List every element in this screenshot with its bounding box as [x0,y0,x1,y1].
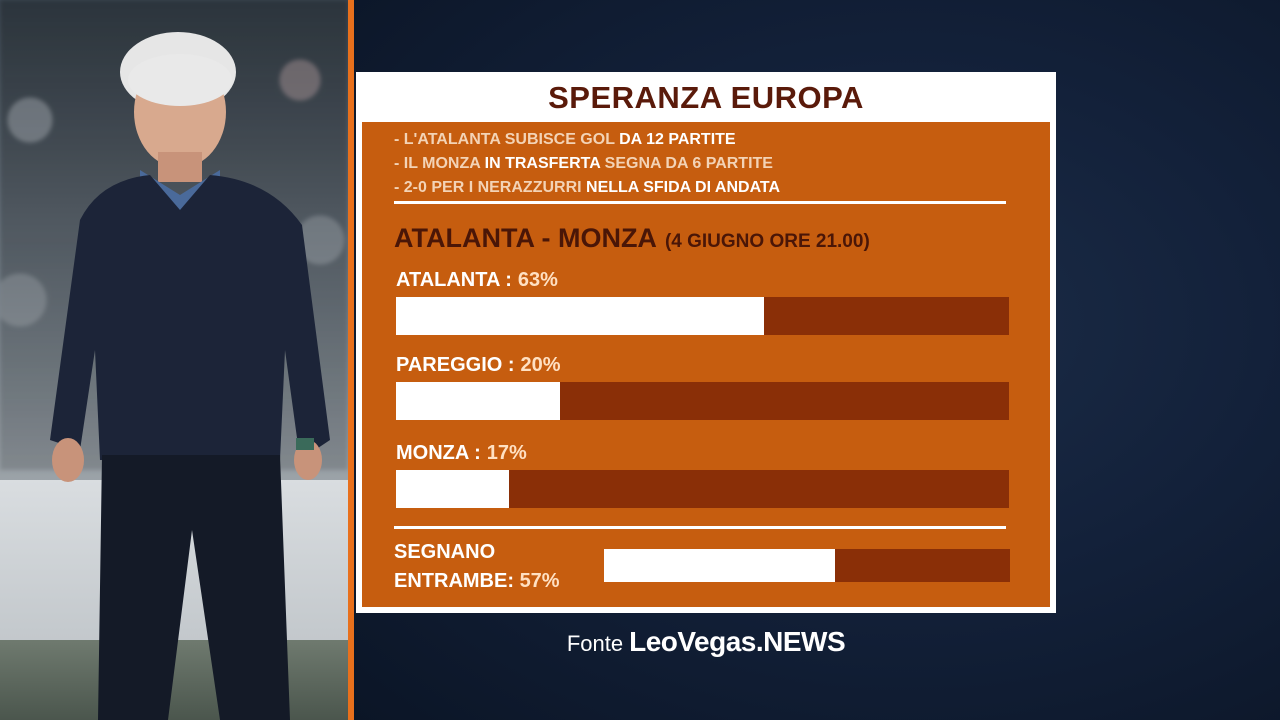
bar-team-label: PAREGGIO : [396,354,515,376]
fact-line: - L'ATALANTA SUBISCE GOL DA 12 PARTITE [394,128,1034,152]
both-score-line2: ENTRAMBE: [394,570,514,592]
both-score-percent: 57% [519,570,560,592]
accent-stripe [348,0,354,720]
separator-top [394,201,1006,204]
fact-line: - IL MONZA IN TRASFERTA SEGNA DA 6 PARTI… [394,152,1034,176]
bar-label-monza: MONZA :17% [396,439,527,467]
both-score-track [604,549,1010,582]
match-title: ATALANTA - MONZA (4 GIUGNO ORE 21.00) [394,218,870,258]
separator-bottom [394,526,1006,529]
stats-panel: - L'ATALANTA SUBISCE GOL DA 12 PARTITE - … [362,122,1050,607]
bar-percent: 63% [517,269,558,291]
fact-highlight: NELLA SFIDA DI ANDATA [586,179,781,196]
bar-track-pareggio [396,382,1009,420]
bar-team-label: ATALANTA : [396,269,512,291]
fact-highlight: DA 12 PARTITE [619,131,736,148]
bar-track-atalanta [396,297,1009,335]
both-score-line1: SEGNANO [394,541,496,563]
coach-figure-icon [50,32,330,720]
bar-label-pareggio: PAREGGIO :20% [396,351,561,379]
bar-fill-pareggio [396,382,561,420]
fact-line: - 2-0 PER I NERAZZURRI NELLA SFIDA DI AN… [394,176,1034,200]
card-title: SPERANZA EUROPA [548,80,864,115]
both-score-fill [604,549,836,582]
fact-text: - IL MONZA [394,155,485,172]
source-prefix: Fonte [566,631,624,656]
source-credit: Fonte LeoVegas.NEWS [356,622,1056,662]
bar-label-atalanta: ATALANTA :63% [396,266,558,294]
fact-text: - 2-0 PER I NERAZZURRI [394,179,587,196]
bar-team-label: MONZA : [396,442,481,464]
both-score-label: SEGNANO ENTRAMBE: 57% [394,538,604,596]
facts-list: - L'ATALANTA SUBISCE GOL DA 12 PARTITE - … [394,128,1034,200]
stats-card: SPERANZA EUROPA - L'ATALANTA SUBISCE GOL… [356,72,1056,613]
fact-text: - L'ATALANTA SUBISCE GOL [394,131,620,148]
match-teams: ATALANTA - MONZA [394,223,657,253]
bar-fill-atalanta [396,297,764,335]
bar-percent: 20% [520,354,561,376]
fact-highlight: IN TRASFERTA [484,155,601,172]
fact-text: SEGNA DA 6 PARTITE [600,155,773,172]
bar-percent: 17% [486,442,527,464]
source-brand: LeoVegas.NEWS [629,626,846,657]
bar-track-monza [396,470,1009,508]
coach-photo [0,0,348,720]
match-datetime: (4 GIUGNO ORE 21.00) [664,231,870,252]
bar-fill-monza [396,470,509,508]
